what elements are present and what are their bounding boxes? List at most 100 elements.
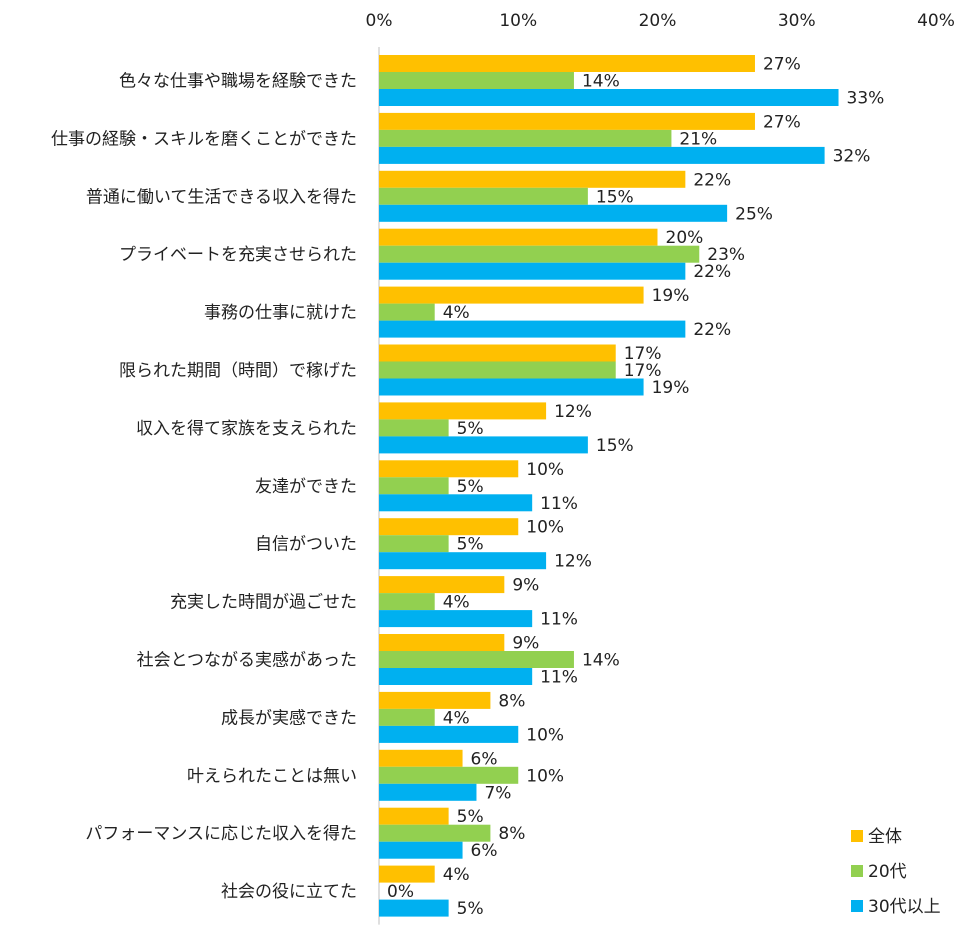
data-label: 12% (554, 402, 592, 422)
data-label: 8% (498, 824, 525, 844)
bar (379, 708, 435, 726)
bar (379, 55, 755, 72)
data-label: 19% (652, 286, 690, 306)
data-label: 21% (679, 129, 717, 149)
x-axis-ticks: 0% 10% 20% 30% 40% (366, 11, 955, 31)
bar (379, 146, 825, 164)
x-tick-label: 30% (778, 11, 816, 31)
legend-label: 20代 (868, 862, 907, 882)
bar (379, 129, 672, 147)
legend-swatch (851, 865, 863, 877)
data-label: 15% (596, 187, 634, 207)
category-label: 事務の仕事に就けた (204, 303, 357, 323)
bar (379, 576, 505, 594)
bar (379, 204, 728, 222)
data-label: 6% (471, 841, 498, 861)
data-label: 17% (624, 344, 662, 364)
x-tick-label: 0% (366, 11, 393, 31)
x-tick-label: 20% (639, 11, 677, 31)
category-label: 自信がついた (255, 535, 357, 555)
legend: 全体 20代 30代以上 (851, 827, 941, 917)
data-label: 9% (512, 576, 539, 596)
data-label: 8% (498, 691, 525, 711)
bar (379, 725, 519, 743)
bar (379, 841, 463, 859)
bar (379, 518, 519, 536)
data-label: 27% (763, 55, 801, 75)
bar (379, 651, 574, 668)
bar (379, 552, 547, 570)
bar (379, 749, 463, 767)
bars (379, 55, 839, 917)
bar (379, 807, 449, 825)
bar (379, 610, 533, 628)
category-label: 友達ができた (255, 477, 357, 497)
category-labels: 色々な仕事や職場を経験できた仕事の経験・スキルを磨くことができた普通に働いて生活… (51, 72, 357, 903)
data-label: 0% (387, 882, 414, 902)
category-label: 社会とつながる実感があった (137, 651, 357, 671)
data-label: 22% (693, 262, 731, 282)
bar (379, 824, 491, 842)
bar (379, 344, 616, 362)
bar (379, 170, 686, 188)
bar (379, 535, 449, 553)
bar (379, 593, 435, 611)
data-label: 5% (457, 899, 484, 919)
category-label: 仕事の経験・スキルを磨くことができた (51, 129, 357, 149)
data-label: 15% (596, 436, 634, 456)
bar (379, 89, 839, 106)
data-label: 5% (457, 807, 484, 827)
x-tick-label: 40% (917, 11, 955, 31)
data-label: 10% (526, 460, 564, 480)
bar (379, 668, 533, 685)
data-labels: 27%27%22%20%19%17%12%10%10%9%9%8%6%5%4%1… (387, 55, 884, 920)
category-label: 叶えられたことは無い (187, 766, 357, 786)
bar (379, 766, 519, 784)
bar (379, 320, 686, 338)
bar (379, 494, 533, 512)
data-label: 22% (693, 320, 731, 340)
bar (379, 436, 588, 454)
data-label: 10% (526, 766, 564, 786)
data-label: 20% (666, 228, 704, 248)
data-label: 14% (582, 72, 620, 92)
data-label: 12% (554, 552, 592, 572)
data-label: 7% (484, 783, 511, 803)
data-label: 6% (471, 749, 498, 769)
data-label: 33% (847, 89, 885, 109)
bar (379, 402, 547, 420)
data-label: 11% (540, 610, 578, 630)
category-label: プライベートを充実させられた (119, 245, 357, 265)
data-label: 4% (443, 303, 470, 323)
category-label: パフォーマンスに応じた収入を得た (85, 824, 357, 844)
legend-swatch (851, 830, 863, 842)
legend-label: 全体 (868, 827, 902, 847)
data-label: 4% (443, 865, 470, 885)
bar (379, 634, 505, 651)
category-label: 色々な仕事や職場を経験できた (119, 72, 357, 92)
category-label: 成長が実感できた (221, 708, 357, 728)
data-label: 11% (540, 494, 578, 514)
bar (379, 72, 574, 89)
bar (379, 303, 435, 321)
category-label: 限られた期間（時間）で稼げた (119, 361, 357, 381)
bar (379, 228, 658, 246)
bar (379, 378, 644, 396)
data-label: 5% (457, 477, 484, 497)
bar (379, 865, 435, 883)
category-label: 充実した時間が過ごせた (170, 593, 357, 613)
data-label: 9% (512, 634, 539, 654)
data-label: 25% (735, 204, 773, 224)
bar (379, 783, 477, 801)
legend-swatch (851, 900, 863, 912)
category-label: 社会の役に立てた (221, 882, 357, 902)
data-label: 27% (763, 112, 801, 132)
data-label: 14% (582, 651, 620, 671)
x-tick-label: 10% (499, 11, 537, 31)
data-label: 11% (540, 668, 578, 688)
data-label: 19% (652, 378, 690, 398)
data-label: 17% (624, 361, 662, 381)
data-label: 4% (443, 708, 470, 728)
bar (379, 245, 700, 263)
